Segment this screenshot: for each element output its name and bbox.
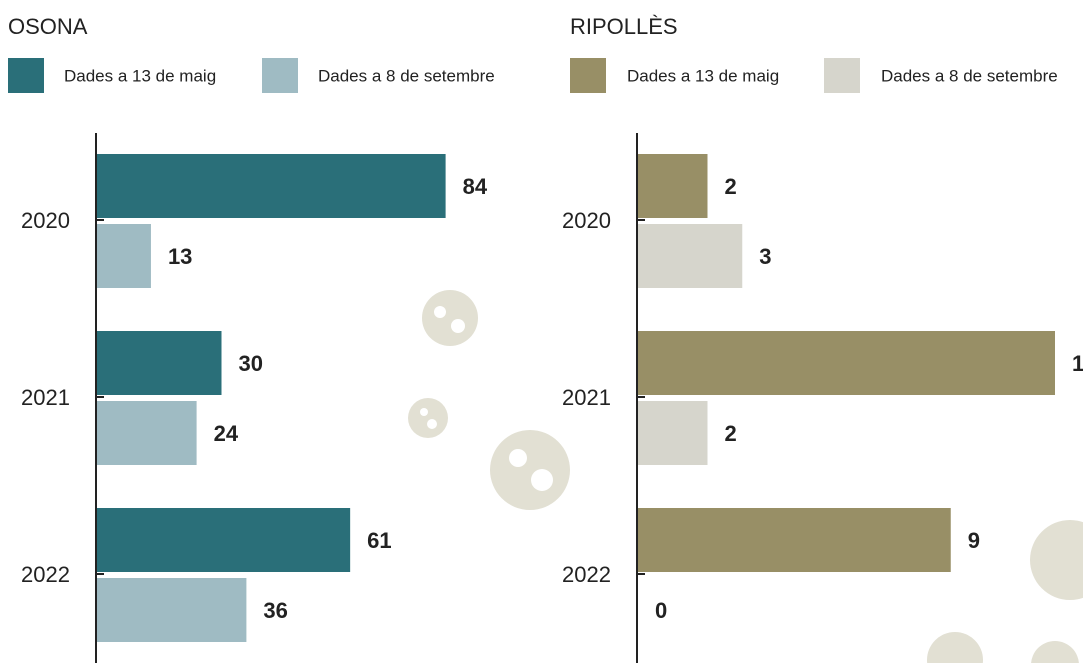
page: OSONA Dades a 13 de maig Dades a 8 de sete… (0, 0, 1083, 663)
value-label: 0 (655, 598, 667, 623)
bar (638, 401, 708, 465)
bar (97, 578, 246, 642)
value-label: 61 (367, 528, 391, 553)
y-tick-label: 2021 (562, 385, 611, 410)
legend-label: Dades a 13 de maig (64, 66, 216, 85)
value-label: 24 (214, 421, 239, 446)
bar (97, 154, 446, 218)
bar (638, 154, 708, 218)
chart-title: OSONA (8, 14, 88, 39)
legend-swatch (8, 58, 44, 93)
legend-swatch (824, 58, 860, 93)
y-tick-label: 2022 (562, 562, 611, 587)
legend-swatch (262, 58, 298, 93)
value-label: 13 (168, 244, 192, 269)
y-tick-label: 2020 (562, 208, 611, 233)
bar (97, 331, 222, 395)
bar (638, 508, 951, 572)
bar (638, 224, 742, 288)
value-label: 84 (463, 174, 488, 199)
legend-label: Dades a 13 de maig (627, 66, 779, 85)
value-label: 2 (725, 174, 737, 199)
value-label: 30 (239, 351, 263, 376)
value-label: 36 (263, 598, 287, 623)
legend-label: Dades a 8 de setembre (881, 66, 1058, 85)
value-label: 3 (759, 244, 771, 269)
bar (97, 401, 197, 465)
legend-label: Dades a 8 de setembre (318, 66, 495, 85)
chart-title: RIPOLLÈS (570, 14, 678, 39)
value-label: 12 (1072, 351, 1083, 376)
value-label: 9 (968, 528, 980, 553)
bar (97, 508, 350, 572)
y-tick-label: 2022 (21, 562, 70, 587)
bar (97, 224, 151, 288)
value-label: 2 (725, 421, 737, 446)
bar (638, 331, 1055, 395)
legend-swatch (570, 58, 606, 93)
y-tick-label: 2020 (21, 208, 70, 233)
y-tick-label: 2021 (21, 385, 70, 410)
